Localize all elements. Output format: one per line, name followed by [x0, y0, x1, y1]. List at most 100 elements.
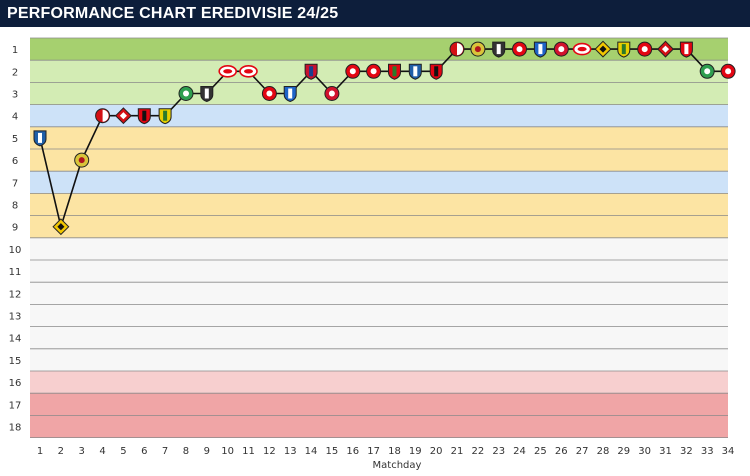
badge-detail — [38, 132, 42, 143]
excelsior-badge-icon — [137, 108, 151, 125]
badge-detail — [725, 68, 732, 75]
x-tick-label: 18 — [388, 446, 401, 457]
x-axis-label: Matchday — [373, 460, 422, 471]
twente-badge-icon — [345, 63, 361, 79]
badge-detail — [142, 110, 147, 121]
badge-detail — [457, 43, 463, 56]
twente-badge-icon — [261, 86, 277, 101]
heracles-badge-icon — [200, 86, 214, 103]
x-tick-label: 3 — [79, 446, 85, 457]
badge-detail — [413, 66, 418, 77]
y-tick-label: 2 — [12, 67, 18, 78]
y-tick-label: 10 — [9, 245, 22, 256]
fortuna-badge-icon — [617, 41, 631, 58]
badge-detail — [183, 90, 189, 97]
x-tick-label: 14 — [305, 446, 318, 457]
utrecht-badge-icon — [114, 107, 132, 125]
twente-badge-icon — [720, 63, 736, 79]
badge-detail — [244, 69, 253, 74]
y-tick-label: 17 — [9, 400, 22, 411]
willem-ii-badge-icon — [304, 63, 318, 80]
x-tick-label: 2 — [58, 446, 64, 457]
x-tick-label: 28 — [597, 446, 610, 457]
x-tick-label: 5 — [120, 446, 126, 457]
go-ahead-badge-icon — [470, 41, 486, 57]
x-tick-label: 31 — [659, 446, 672, 457]
x-tick-label: 30 — [638, 446, 651, 457]
az-badge-icon — [679, 41, 693, 58]
y-tick-label: 9 — [12, 223, 18, 234]
utrecht-badge-icon — [657, 40, 674, 58]
badge-detail — [288, 88, 293, 99]
x-tick-label: 19 — [409, 446, 422, 457]
x-tick-label: 29 — [617, 446, 630, 457]
ajax-badge-icon — [324, 86, 340, 101]
y-tick-label: 4 — [12, 112, 18, 123]
x-tick-label: 24 — [513, 446, 526, 457]
y-tick-label: 16 — [9, 378, 22, 389]
badge-detail — [57, 223, 65, 231]
badge-detail — [496, 44, 501, 55]
badge-detail — [328, 90, 335, 97]
badge-detail — [577, 46, 587, 52]
sparta-badge-icon — [366, 63, 382, 79]
badge-detail — [102, 109, 109, 122]
x-tick-label: 8 — [183, 446, 189, 457]
zone-band — [30, 171, 728, 194]
y-tick-label: 5 — [12, 134, 18, 145]
excelsior-badge-icon — [429, 63, 443, 80]
y-tick-label: 1 — [12, 45, 18, 56]
y-tick-label: 15 — [9, 356, 22, 367]
nec-badge-icon — [388, 63, 401, 80]
badge-detail — [204, 88, 209, 99]
badge-detail — [309, 66, 314, 77]
position-line — [39, 48, 729, 230]
badge-detail — [223, 69, 233, 74]
ajax-badge-icon — [553, 41, 569, 57]
groningen-badge-icon — [699, 63, 715, 79]
badge-detail — [349, 68, 356, 75]
y-tick-label: 6 — [12, 156, 18, 167]
sparta-badge-icon — [637, 41, 653, 57]
y-tick-label: 13 — [9, 312, 22, 323]
zwolle-badge-icon — [283, 86, 297, 103]
y-tick-label: 12 — [9, 289, 22, 300]
x-tick-label: 9 — [204, 446, 210, 457]
psv-badge-icon — [218, 64, 237, 78]
y-tick-label: 11 — [9, 267, 22, 278]
x-tick-label: 20 — [430, 446, 443, 457]
badge-detail — [474, 46, 481, 53]
x-tick-label: 32 — [680, 446, 693, 457]
x-tick-label: 1 — [37, 446, 43, 457]
badge-detail — [163, 110, 168, 121]
chart-header: PERFORMANCE CHART EREDIVISIE 24/25 — [0, 0, 750, 27]
nac-badge-icon — [52, 218, 70, 236]
x-tick-label: 23 — [492, 446, 505, 457]
zone-band — [30, 38, 728, 61]
heracles-badge-icon — [492, 41, 506, 58]
y-tick-label: 3 — [12, 90, 18, 101]
badge-detail — [704, 68, 711, 75]
x-tick-label: 16 — [346, 446, 359, 457]
heerenveen-badge-icon — [408, 63, 422, 80]
badge-detail — [78, 157, 85, 164]
team-badges — [33, 40, 736, 236]
badge-detail — [661, 45, 670, 53]
nac-badge-icon — [594, 40, 612, 58]
gridlines — [30, 37, 728, 439]
y-tick-label: 14 — [9, 334, 22, 345]
badge-detail — [599, 45, 607, 53]
badge-detail — [434, 66, 439, 77]
x-tick-label: 15 — [326, 446, 339, 457]
x-tick-label: 27 — [576, 446, 589, 457]
x-tick-label: 11 — [242, 446, 255, 457]
zone-band — [30, 371, 728, 394]
badge-detail — [266, 90, 273, 97]
x-tick-label: 6 — [141, 446, 147, 457]
chart-title: PERFORMANCE CHART EREDIVISIE 24/25 — [7, 5, 339, 22]
x-tick-label: 26 — [555, 446, 568, 457]
badge-detail — [684, 44, 689, 55]
x-tick-label: 10 — [221, 446, 234, 457]
